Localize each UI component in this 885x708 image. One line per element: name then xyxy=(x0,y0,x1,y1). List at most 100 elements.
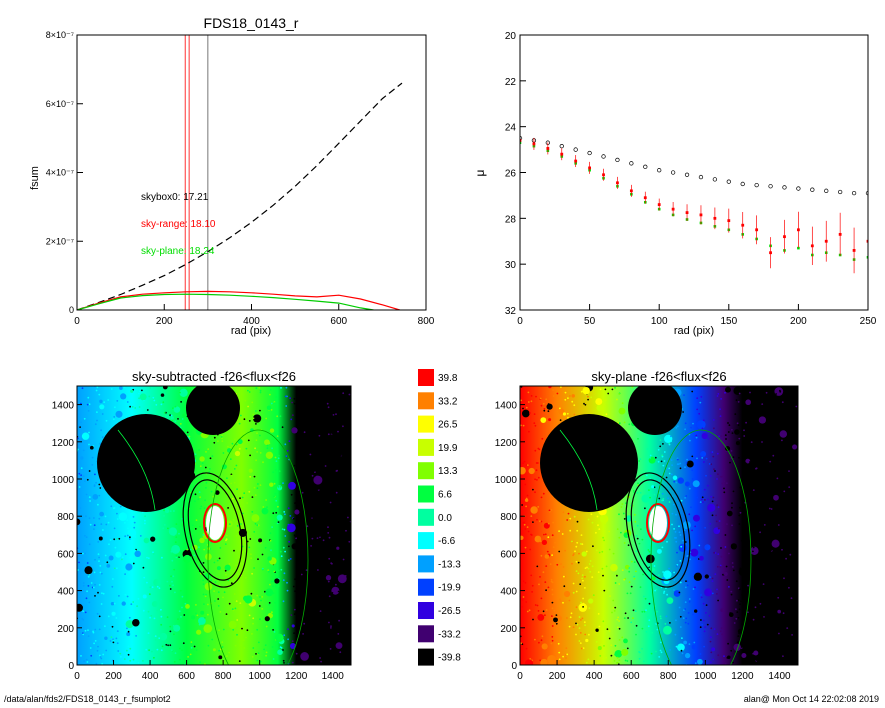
image-speckle xyxy=(659,445,662,448)
image-speckle xyxy=(738,456,740,459)
image-speckle xyxy=(252,413,255,416)
image-speckle xyxy=(198,623,201,626)
image-speckle xyxy=(97,541,100,543)
image-speckle xyxy=(283,528,286,531)
image-speckle xyxy=(778,492,781,495)
image-speckle xyxy=(612,552,615,555)
image-speckle xyxy=(218,629,220,632)
mu-xlabel: rad (pix) xyxy=(674,325,714,337)
image-speckle xyxy=(247,439,250,442)
image-speckle xyxy=(683,609,685,611)
image-speckle xyxy=(78,486,81,488)
image-speckle xyxy=(290,418,293,421)
image-speckle xyxy=(192,493,195,496)
image-speckle xyxy=(275,396,278,398)
sky-subtracted-xtick-label: 400 xyxy=(142,671,159,682)
image-speckle xyxy=(645,609,647,612)
image-speckle xyxy=(730,590,733,593)
image-speckle xyxy=(108,555,114,561)
image-speckle xyxy=(327,569,329,572)
image-speckle xyxy=(288,545,290,548)
image-speckle xyxy=(720,475,722,478)
image-speckle xyxy=(758,661,761,664)
image-speckle xyxy=(132,618,140,627)
image-speckle xyxy=(341,613,344,616)
image-speckle xyxy=(739,506,741,509)
image-speckle xyxy=(208,468,211,470)
image-speckle xyxy=(329,648,332,650)
image-speckle xyxy=(217,440,219,443)
image-speckle xyxy=(313,475,323,485)
image-speckle xyxy=(709,475,712,477)
image-speckle xyxy=(575,633,577,636)
image-speckle xyxy=(571,562,573,565)
image-speckle xyxy=(616,618,619,621)
image-speckle xyxy=(582,647,585,649)
image-speckle xyxy=(789,395,791,398)
image-speckle xyxy=(657,460,660,463)
mu-ytick-label: 20 xyxy=(505,31,517,42)
image-speckle xyxy=(643,595,645,598)
image-speckle xyxy=(335,585,338,588)
image-speckle xyxy=(603,645,605,647)
image-speckle xyxy=(107,399,110,401)
image-speckle xyxy=(770,451,772,453)
image-speckle xyxy=(573,404,576,407)
image-speckle xyxy=(581,577,584,580)
image-speckle xyxy=(163,411,166,414)
image-speckle xyxy=(335,642,343,650)
image-speckle xyxy=(691,390,694,393)
image-speckle xyxy=(153,617,156,620)
image-speckle xyxy=(269,539,272,542)
image-speckle xyxy=(632,617,634,619)
image-speckle xyxy=(167,527,169,530)
image-speckle xyxy=(597,613,600,615)
image-speckle xyxy=(663,460,666,462)
image-speckle xyxy=(790,500,793,503)
image-speckle xyxy=(337,633,340,635)
image-speckle xyxy=(121,601,126,606)
image-speckle xyxy=(343,408,346,411)
image-speckle xyxy=(783,483,786,485)
image-speckle xyxy=(248,546,251,549)
image-speckle xyxy=(173,624,181,632)
image-speckle xyxy=(563,585,566,588)
image-speckle xyxy=(264,644,267,647)
sky-subtracted-xtick-label: 200 xyxy=(105,671,122,682)
image-speckle xyxy=(327,455,329,457)
image-speckle xyxy=(712,658,715,661)
image-speckle xyxy=(552,521,555,524)
image-speckle xyxy=(211,455,214,457)
image-speckle xyxy=(116,642,119,645)
image-speckle xyxy=(310,620,320,630)
image-speckle xyxy=(86,590,88,593)
image-speckle xyxy=(647,616,649,619)
image-speckle xyxy=(302,623,307,628)
sky-subtracted-xtick-label: 0 xyxy=(74,671,80,682)
image-speckle xyxy=(726,657,729,659)
image-speckle xyxy=(662,571,664,573)
image-speckle xyxy=(293,632,295,634)
image-speckle xyxy=(305,407,308,410)
image-speckle xyxy=(558,550,561,553)
image-speckle xyxy=(169,630,172,633)
image-speckle xyxy=(770,607,773,609)
mu-point-black xyxy=(657,168,662,173)
image-speckle xyxy=(184,602,187,605)
image-speckle xyxy=(720,555,723,558)
image-speckle xyxy=(676,551,678,554)
image-speckle xyxy=(589,570,592,573)
image-speckle xyxy=(671,512,674,515)
image-speckle xyxy=(338,619,340,622)
image-speckle xyxy=(181,649,184,652)
image-speckle xyxy=(669,622,671,624)
image-speckle xyxy=(282,600,285,603)
image-speckle xyxy=(541,539,548,546)
image-speckle xyxy=(744,393,747,396)
image-speckle xyxy=(308,554,311,557)
image-speckle xyxy=(133,526,136,529)
image-speckle xyxy=(566,653,569,656)
image-speckle xyxy=(684,621,687,624)
mu-point-red xyxy=(713,216,717,220)
image-speckle xyxy=(710,627,713,630)
